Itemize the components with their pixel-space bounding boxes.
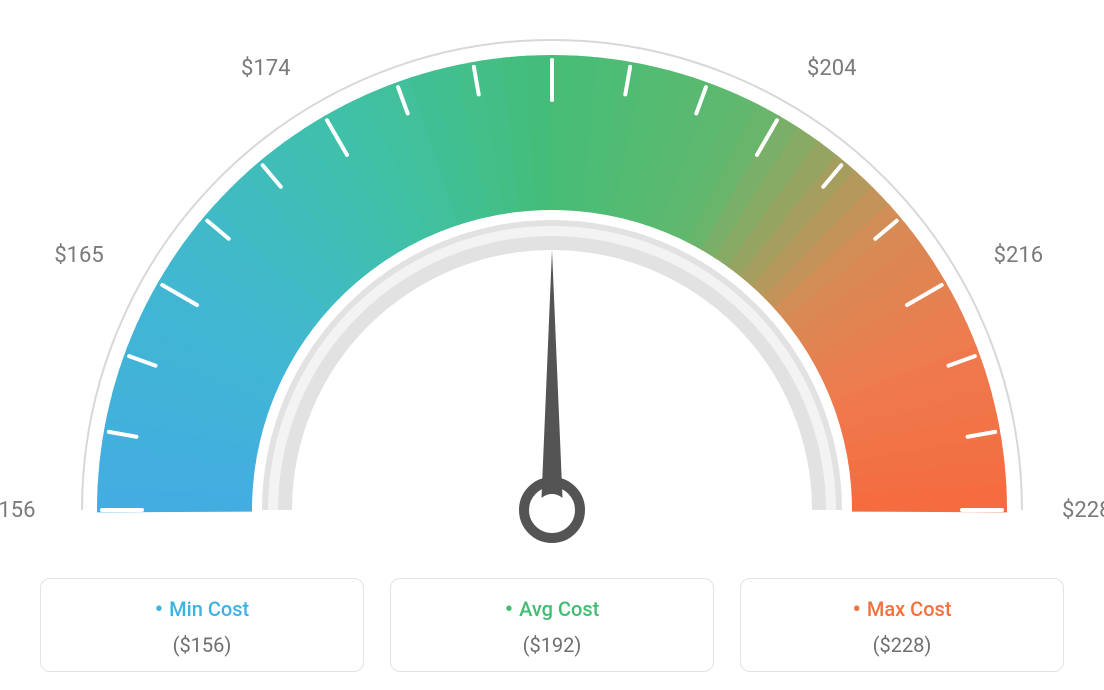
legend-card-max: Max Cost ($228) (740, 578, 1064, 672)
gauge-tick-label: $165 (54, 243, 103, 268)
gauge-svg (0, 0, 1104, 560)
legend-value-max: ($228) (741, 633, 1063, 657)
gauge-tick-label: $228 (1062, 498, 1104, 523)
legend-title-min: Min Cost (41, 595, 363, 623)
legend-value-avg: ($192) (391, 633, 713, 657)
legend-value-min: ($156) (41, 633, 363, 657)
legend-row: Min Cost ($156) Avg Cost ($192) Max Cost… (40, 578, 1064, 672)
gauge-tick-label: $156 (0, 498, 35, 523)
legend-card-avg: Avg Cost ($192) (390, 578, 714, 672)
legend-title-avg: Avg Cost (391, 595, 713, 623)
legend-card-min: Min Cost ($156) (40, 578, 364, 672)
gauge-tick-label: $216 (994, 243, 1043, 268)
gauge-tick-label: $204 (807, 56, 856, 81)
gauge-chart: $156$165$174$192$204$216$228 (0, 0, 1104, 560)
gauge-tick-label: $174 (241, 56, 290, 81)
legend-title-max: Max Cost (741, 595, 1063, 623)
